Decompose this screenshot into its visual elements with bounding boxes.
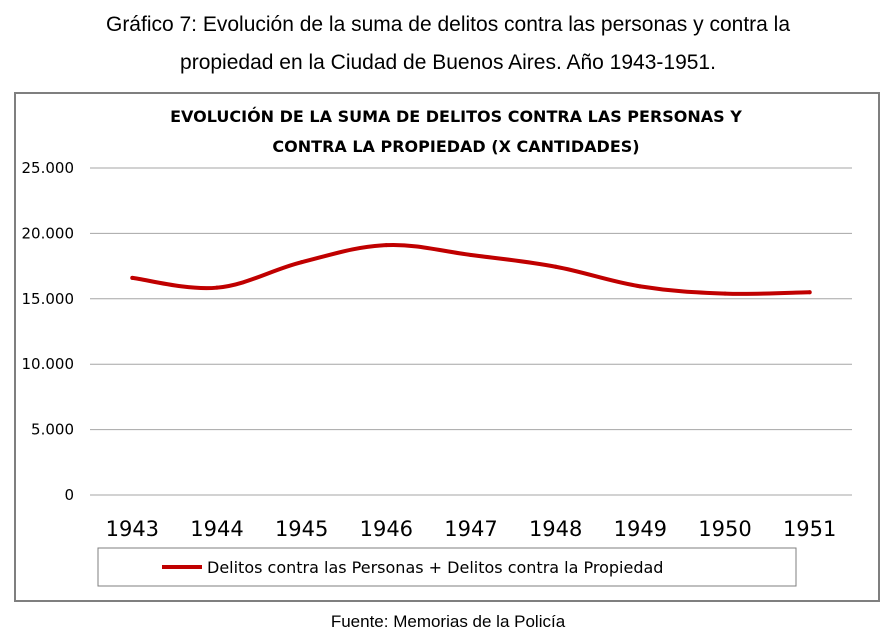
data-point-1947 bbox=[469, 252, 473, 257]
y-tick-label: 25.000 bbox=[22, 159, 75, 177]
data-point-1949 bbox=[638, 284, 643, 289]
x-tick-label: 1951 bbox=[783, 517, 836, 541]
y-tick-label: 10.000 bbox=[22, 355, 75, 373]
x-tick-label: 1944 bbox=[190, 517, 243, 541]
chart-title-line-2: CONTRA LA PROPIEDAD (X CANTIDADES) bbox=[272, 137, 639, 156]
caption-line-2: propiedad en la Ciudad de Buenos Aires. … bbox=[180, 51, 716, 74]
chart-frame bbox=[14, 92, 880, 602]
x-tick-label: 1950 bbox=[698, 517, 751, 541]
series-group bbox=[130, 243, 812, 296]
figure-caption: Gráfico 7: Evolución de la suma de delit… bbox=[0, 6, 896, 82]
x-tick-label: 1948 bbox=[529, 517, 582, 541]
y-axis-ticks: 0 5.000 10.000 15.000 20.000 25.000 bbox=[22, 159, 75, 504]
series-line-0 bbox=[130, 243, 812, 296]
x-tick-label: 1945 bbox=[275, 517, 328, 541]
data-point-1946 bbox=[384, 243, 389, 248]
data-point-1943 bbox=[130, 275, 135, 280]
x-tick-label: 1946 bbox=[360, 517, 413, 541]
legend: Delitos contra las Personas + Delitos co… bbox=[97, 547, 797, 587]
legend-box bbox=[97, 547, 797, 587]
y-tick-label: 0 bbox=[64, 486, 74, 504]
source-note: Fuente: Memorias de la Policía bbox=[330, 612, 566, 631]
data-point-1950 bbox=[723, 291, 727, 296]
x-tick-label: 1949 bbox=[614, 517, 667, 541]
x-tick-label: 1943 bbox=[106, 517, 159, 541]
data-point-1951 bbox=[807, 290, 812, 295]
chart-title-line-1: EVOLUCIÓN DE LA SUMA DE DELITOS CONTRA L… bbox=[170, 107, 742, 126]
gridlines bbox=[90, 167, 852, 496]
y-tick-label: 15.000 bbox=[22, 290, 75, 308]
data-point-1944 bbox=[215, 285, 219, 290]
data-point-1945 bbox=[299, 260, 304, 265]
x-axis-ticks: 1943 1944 1945 1946 1947 1948 1949 1950 1951 bbox=[106, 517, 837, 541]
line-chart: EVOLUCIÓN DE LA SUMA DE DELITOS CONTRA L… bbox=[22, 107, 852, 587]
y-tick-label: 20.000 bbox=[22, 224, 75, 242]
x-tick-label: 1947 bbox=[444, 517, 497, 541]
caption-line-1: Gráfico 7: Evolución de la suma de delit… bbox=[105, 13, 791, 36]
data-point-1948 bbox=[553, 264, 558, 269]
legend-label: Delitos contra las Personas + Delitos co… bbox=[207, 558, 663, 577]
y-tick-label: 5.000 bbox=[31, 421, 74, 439]
